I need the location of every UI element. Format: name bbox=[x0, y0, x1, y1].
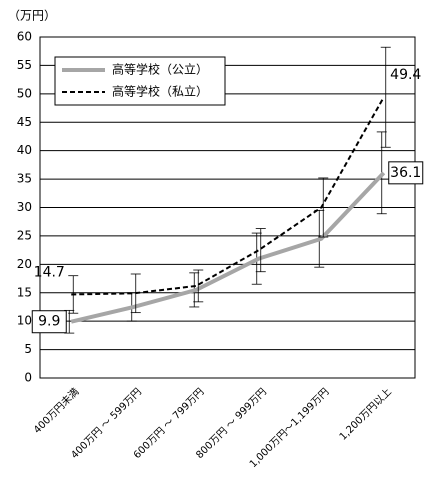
x-tick-label: 800万円 ～ 999万円 bbox=[194, 386, 269, 461]
y-tick-label: 10 bbox=[17, 314, 32, 328]
y-tick-label: 55 bbox=[17, 58, 32, 72]
y-tick-label: 35 bbox=[17, 172, 32, 186]
y-tick-label: 60 bbox=[17, 30, 32, 44]
error-bar bbox=[318, 177, 329, 238]
y-tick-label: 50 bbox=[17, 86, 32, 100]
x-tick-label: 400万円 ～ 599万円 bbox=[69, 386, 144, 461]
y-tick-label: 5 bbox=[24, 342, 32, 356]
legend-label: 高等学校（私立） bbox=[112, 84, 208, 99]
legend-box bbox=[54, 56, 226, 106]
error-bar bbox=[255, 228, 266, 273]
data-label: 9.9 bbox=[38, 314, 60, 330]
y-tick-label: 15 bbox=[17, 285, 32, 299]
y-tick-label: 30 bbox=[17, 200, 32, 214]
y-tick-label: 25 bbox=[17, 228, 32, 242]
y-tick-label: 0 bbox=[24, 371, 32, 385]
legend: 高等学校（公立） 高等学校（私立） bbox=[54, 56, 226, 106]
data-label: 14.7 bbox=[34, 264, 65, 280]
y-axis-unit: （万円） bbox=[8, 9, 56, 23]
x-tick-label: 400万円未満 bbox=[31, 386, 81, 436]
error-bar bbox=[193, 269, 204, 303]
line-series bbox=[71, 96, 385, 296]
error-bar bbox=[380, 46, 391, 148]
y-tick-label: 45 bbox=[17, 115, 32, 129]
plot-border bbox=[39, 36, 416, 379]
legend-label: 高等学校（公立） bbox=[112, 62, 208, 77]
y-tick-label: 20 bbox=[17, 257, 32, 271]
data-label: 49.4 bbox=[390, 67, 421, 83]
data-label-box bbox=[388, 161, 424, 185]
data-label: 36.1 bbox=[390, 165, 421, 181]
line-series bbox=[70, 171, 386, 324]
x-tick-label: 1,200万円以上 bbox=[337, 386, 394, 443]
y-tick-label: 40 bbox=[17, 143, 32, 157]
x-tick-label: 600万円 ～ 799万円 bbox=[132, 386, 207, 461]
data-label-box bbox=[31, 310, 67, 334]
